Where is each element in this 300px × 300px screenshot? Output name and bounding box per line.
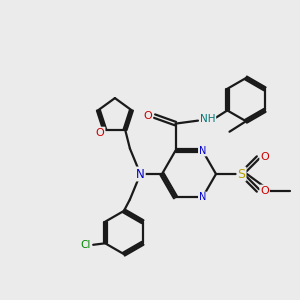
Text: O: O [96, 128, 104, 138]
Text: NH: NH [200, 113, 215, 124]
Text: O: O [260, 152, 269, 163]
Text: N: N [199, 192, 206, 203]
Text: Cl: Cl [80, 240, 90, 250]
Text: S: S [238, 167, 245, 181]
Text: O: O [260, 185, 269, 196]
Text: N: N [136, 167, 145, 181]
Text: O: O [143, 111, 152, 121]
Text: N: N [199, 146, 206, 156]
